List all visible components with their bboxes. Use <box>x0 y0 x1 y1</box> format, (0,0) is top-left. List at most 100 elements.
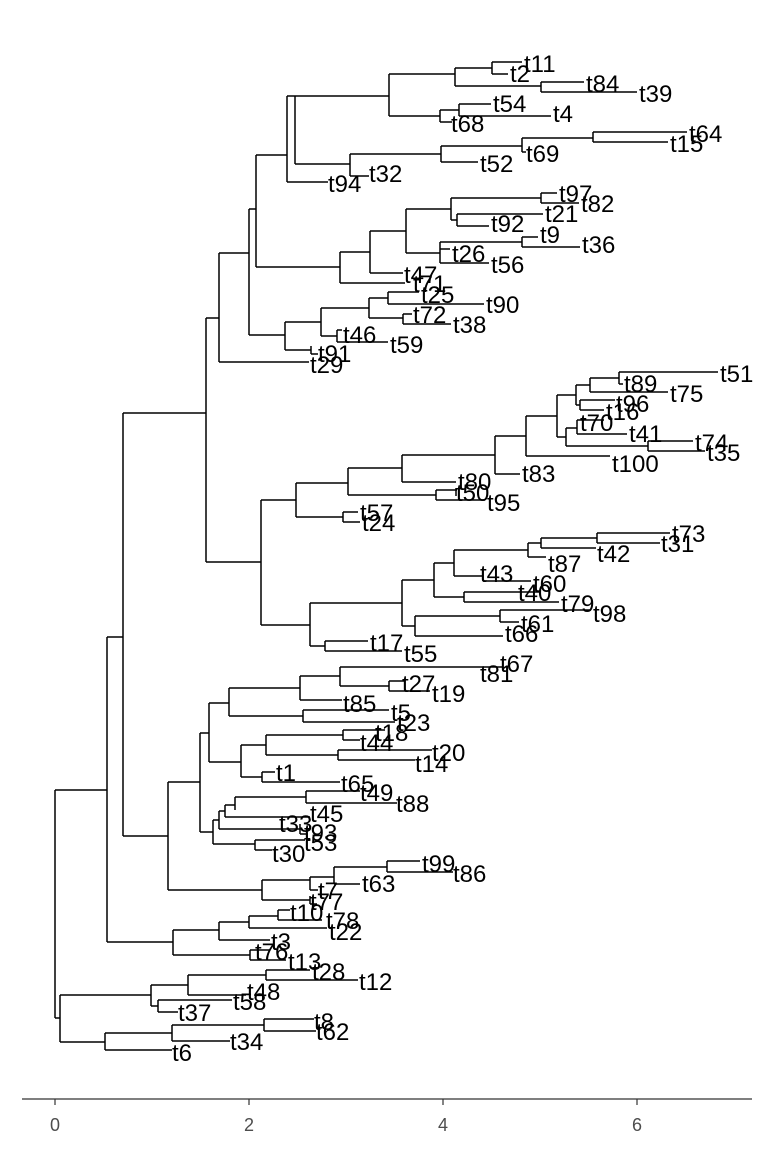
tip-label: t3 <box>271 929 291 956</box>
tip-label: t55 <box>404 641 437 668</box>
tip-label: t80 <box>458 469 491 496</box>
tip-label: t72 <box>413 302 446 329</box>
tip-label: t99 <box>422 851 455 878</box>
tip-label: t5 <box>391 700 411 727</box>
tip-label: t66 <box>505 621 538 648</box>
tip-label: t23 <box>397 710 430 737</box>
tip-label: t68 <box>451 111 484 138</box>
tip-label: t95 <box>487 490 520 517</box>
tip-label: t60 <box>533 571 566 598</box>
tip-label: t63 <box>362 871 395 898</box>
tip-label: t25 <box>421 282 454 309</box>
tip-label: t79 <box>561 591 594 618</box>
tip-label: t28 <box>312 959 345 986</box>
tip-label: t18 <box>375 720 408 747</box>
tip-label: t44 <box>360 730 393 757</box>
tip-label: t14 <box>415 751 448 778</box>
tip-label: t29 <box>310 352 343 379</box>
tip-label: t49 <box>360 780 393 807</box>
tip-label: t36 <box>582 232 615 259</box>
tip-label: t16 <box>606 399 639 426</box>
tip-label: t56 <box>491 252 524 279</box>
tip-label: t81 <box>480 661 513 688</box>
tip-label: t70 <box>580 410 613 437</box>
tip-label: t35 <box>707 440 740 467</box>
tip-label: t45 <box>310 801 343 828</box>
tip-label: t96 <box>616 391 649 418</box>
tip-label: t40 <box>518 580 551 607</box>
tip-label: t24 <box>362 510 395 537</box>
tip-label: t4 <box>553 101 573 128</box>
tip-label: t17 <box>370 630 403 657</box>
tip-label: t75 <box>670 381 703 408</box>
tip-label: t48 <box>247 979 280 1006</box>
tip-label: t58 <box>233 989 266 1016</box>
tip-label: t50 <box>456 480 489 507</box>
tip-label: t69 <box>526 141 559 168</box>
tip-label: t43 <box>480 561 513 588</box>
tip-label: t7 <box>318 878 338 905</box>
tip-label: t6 <box>172 1040 192 1067</box>
tip-label: t89 <box>624 371 657 398</box>
tip-label: t98 <box>593 601 626 628</box>
tip-label: t41 <box>629 421 662 448</box>
tip-label: t67 <box>500 651 533 678</box>
tip-label: t94 <box>328 171 361 198</box>
tip-label: t54 <box>493 91 526 118</box>
tip-label: t92 <box>491 211 524 238</box>
tip-label: t100 <box>612 451 659 478</box>
tip-label: t9 <box>540 222 560 249</box>
tip-label: t90 <box>486 292 519 319</box>
tip-label: t61 <box>521 611 554 638</box>
x-tick-label: 6 <box>632 1115 642 1135</box>
tip-label: t93 <box>304 820 337 847</box>
tip-label: t39 <box>639 81 672 108</box>
tip-label: t78 <box>326 908 359 935</box>
tip-label: t97 <box>559 181 592 208</box>
tip-label: t76 <box>255 939 288 966</box>
tip-label: t83 <box>522 461 555 488</box>
tip-label: t11 <box>524 51 556 78</box>
tip-label: t46 <box>343 322 376 349</box>
tip-label: t91 <box>318 341 351 368</box>
tip-label: t15 <box>670 131 703 158</box>
tip-label: t26 <box>452 241 485 268</box>
tip-label: t27 <box>402 671 435 698</box>
tip-label: t73 <box>672 521 705 548</box>
tip-label: t84 <box>586 71 619 98</box>
tip-label: t88 <box>396 791 429 818</box>
tip-label: t30 <box>272 841 305 868</box>
tip-label: t64 <box>689 121 722 148</box>
tip-label: t51 <box>720 361 753 388</box>
tip-label: t37 <box>178 1000 211 1027</box>
tip-label: t77 <box>310 889 343 916</box>
x-tick-label: 0 <box>50 1115 60 1135</box>
x-axis: 0 2 4 6 <box>22 1098 752 1135</box>
tip-label: t20 <box>432 740 465 767</box>
tip-label: t10 <box>290 900 323 927</box>
tip-label: t8 <box>314 1009 334 1036</box>
tip-label: t53 <box>304 830 337 857</box>
tip-label: t34 <box>230 1029 263 1056</box>
tip-label: t1 <box>276 760 296 787</box>
tip-label: t42 <box>597 541 630 568</box>
tip-label: t19 <box>432 681 465 708</box>
tip-label: t22 <box>329 919 362 946</box>
tip-label: t38 <box>453 312 486 339</box>
tip-label: t86 <box>453 861 486 888</box>
tip-label: t85 <box>343 691 376 718</box>
tip-label: t71 <box>413 271 446 298</box>
tip-label: t12 <box>359 969 392 996</box>
x-tick-label: 4 <box>438 1115 448 1135</box>
tip-label: t32 <box>369 161 402 188</box>
tip-label: t31 <box>661 531 694 558</box>
tip-label: t87 <box>548 551 581 578</box>
tip-label: t2 <box>510 61 530 88</box>
tip-label: t13 <box>288 949 321 976</box>
tip-label: t82 <box>581 191 614 218</box>
tip-label: t62 <box>316 1019 349 1046</box>
tip-label: t74 <box>695 430 728 457</box>
tip-label: t65 <box>341 771 374 798</box>
tip-label: t47 <box>404 262 437 289</box>
